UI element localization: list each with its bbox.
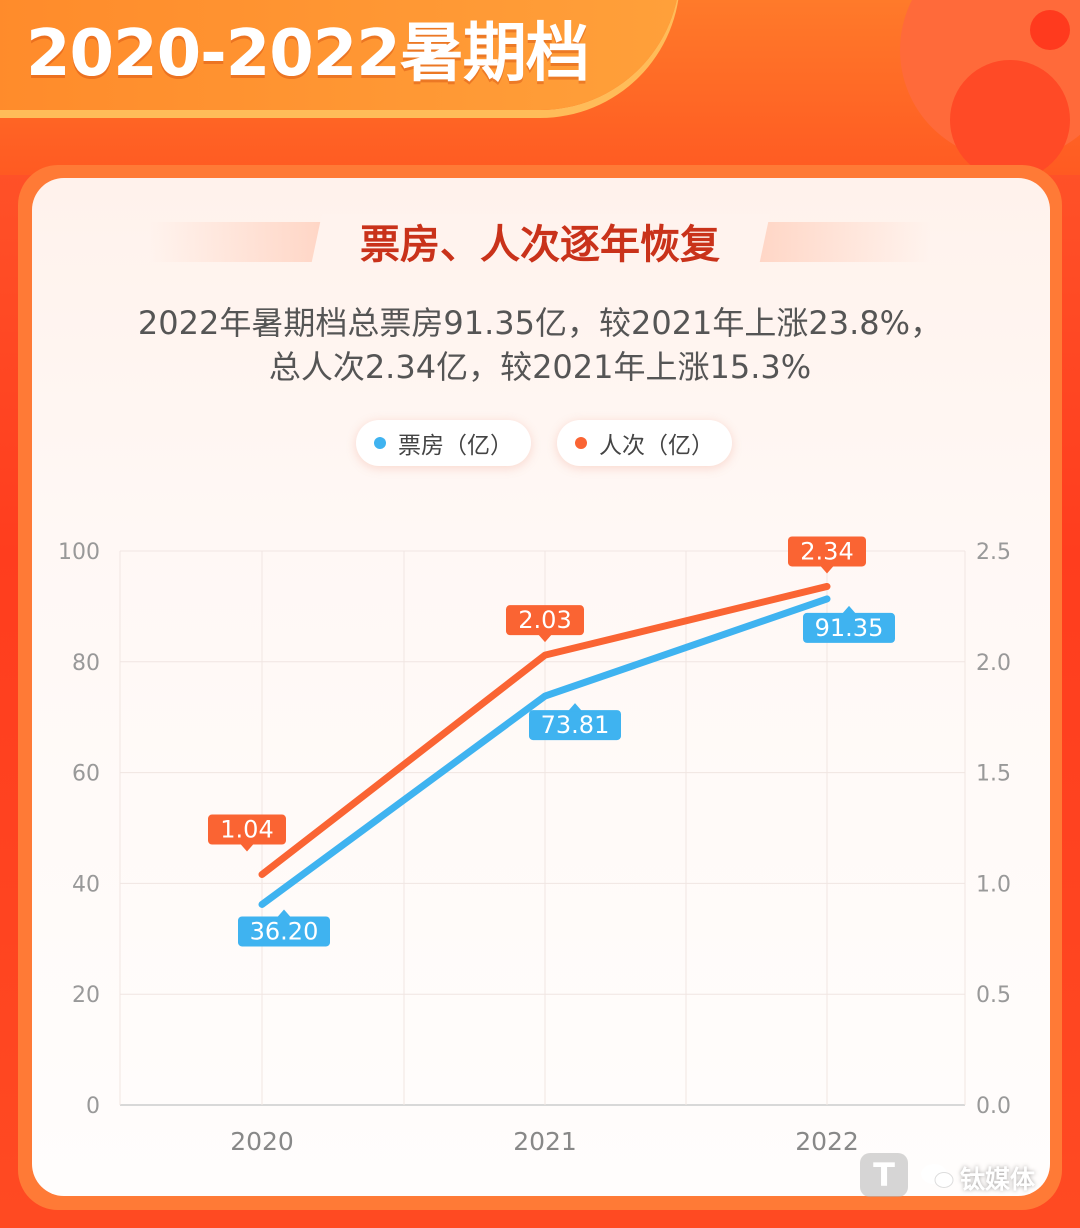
legend-label-box-office: 票房（亿） bbox=[398, 433, 513, 459]
x-tick-label: 2022 bbox=[795, 1127, 859, 1156]
data-label-box-office-bg bbox=[238, 916, 330, 947]
decor-circle bbox=[950, 60, 1070, 180]
legend-item-attendance[interactable]: 人次（亿） bbox=[557, 420, 732, 466]
legend-label-attendance: 人次（亿） bbox=[599, 433, 714, 459]
data-label-box-office-pointer bbox=[568, 703, 582, 712]
description-line-1: 2022年暑期档总票房91.35亿，较2021年上涨23.8%， bbox=[137, 304, 943, 342]
data-label-box-office: 36.20 bbox=[250, 917, 319, 945]
watermark-text: 钛媒体 bbox=[960, 1165, 1036, 1194]
data-label-attendance: 2.03 bbox=[518, 606, 571, 634]
data-label-box-office-bg bbox=[803, 612, 895, 643]
legend-item-box-office[interactable]: 票房（亿） bbox=[356, 420, 531, 466]
data-label-attendance-bg bbox=[788, 536, 866, 567]
data-label-box-office: 73.81 bbox=[541, 711, 610, 739]
data-label-box-office-bg bbox=[529, 710, 621, 741]
data-label-attendance-bg bbox=[506, 605, 584, 636]
data-label-attendance-pointer bbox=[820, 565, 834, 574]
y-right-tick-label: 2.5 bbox=[976, 540, 1011, 565]
y-left-tick-label: 80 bbox=[72, 651, 100, 676]
wechat-icon bbox=[921, 1164, 954, 1188]
data-label-box-office: 91.35 bbox=[815, 614, 884, 642]
y-right-tick-label: 2.0 bbox=[976, 651, 1011, 676]
y-left-tick-label: 40 bbox=[72, 872, 100, 897]
y-right-tick-label: 0.0 bbox=[976, 1094, 1011, 1119]
y-right-tick-label: 1.0 bbox=[976, 872, 1011, 897]
header-banner: 2020-2022暑期档 bbox=[0, 0, 1080, 180]
legend-marker-box-office bbox=[374, 437, 386, 449]
data-label-attendance-pointer bbox=[240, 843, 254, 852]
description-line-2: 总人次2.34亿，较2021年上涨15.3% bbox=[268, 348, 812, 386]
legend-marker-attendance bbox=[575, 437, 587, 449]
series-line-attendance bbox=[258, 582, 831, 879]
y-right-tick-label: 0.5 bbox=[976, 983, 1011, 1008]
x-tick-label: 2021 bbox=[513, 1127, 577, 1156]
series-line-box-office bbox=[258, 595, 831, 908]
y-left-tick-label: 100 bbox=[58, 540, 100, 565]
y-left-tick-label: 60 bbox=[72, 762, 100, 787]
title-tab bbox=[0, 0, 680, 110]
y-right-tick-label: 1.5 bbox=[976, 762, 1011, 787]
data-label-attendance-bg bbox=[208, 814, 286, 845]
y-left-tick-label: 0 bbox=[86, 1094, 100, 1119]
data-label-attendance: 1.04 bbox=[220, 816, 273, 844]
decor-circle bbox=[1030, 10, 1070, 50]
watermark-logo-icon: T bbox=[860, 1153, 908, 1197]
y-left-tick-label: 20 bbox=[72, 983, 100, 1008]
data-label-box-office-pointer bbox=[842, 605, 856, 614]
page-title: 2020-2022暑期档 bbox=[26, 17, 590, 91]
data-label-attendance: 2.34 bbox=[800, 537, 853, 565]
chart-panel bbox=[32, 178, 1050, 1196]
data-label-attendance-pointer bbox=[538, 634, 552, 643]
data-label-box-office-pointer bbox=[277, 909, 291, 918]
chart-subtitle: 票房、人次逐年恢复 bbox=[360, 222, 720, 268]
x-tick-label: 2020 bbox=[230, 1127, 294, 1156]
